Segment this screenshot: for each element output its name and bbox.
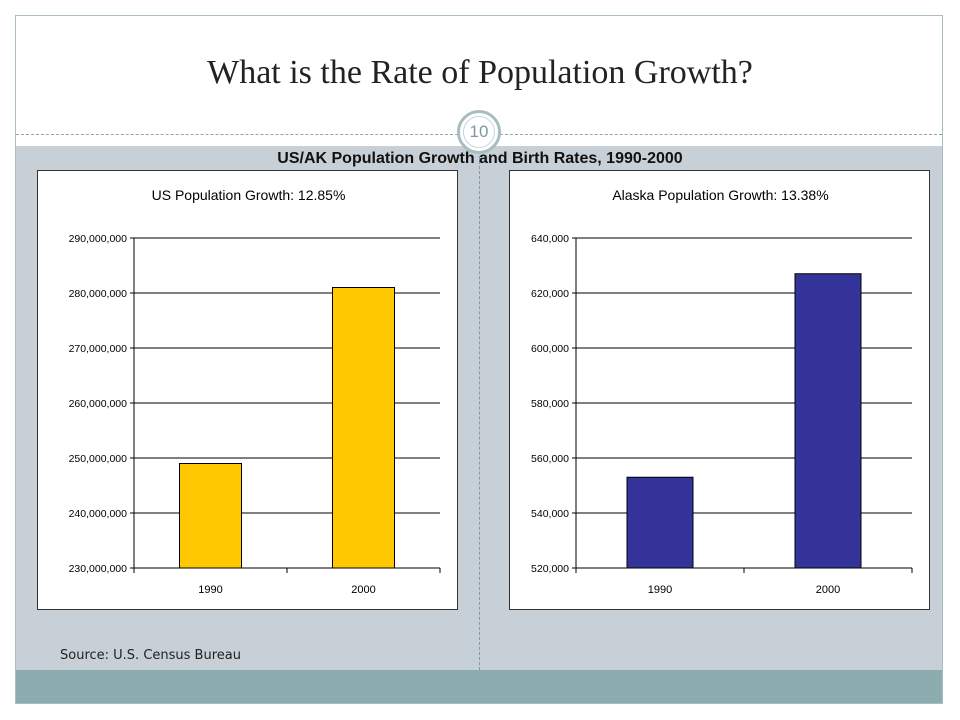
ak-bar-2000 bbox=[794, 273, 862, 569]
ak-ytick-label-1: 540,000 bbox=[531, 508, 569, 520]
ak-ytick-label-2: 560,000 bbox=[531, 453, 569, 465]
us-bar-1990 bbox=[179, 463, 242, 569]
ak-ytick-label-5: 620,000 bbox=[531, 288, 569, 300]
us-ytick-label-2: 250,000,000 bbox=[69, 453, 128, 465]
ak-xtick-label-0: 1990 bbox=[648, 584, 672, 596]
us-bar-2000 bbox=[332, 287, 395, 569]
us-chart-title: US Population Growth: 12.85% bbox=[152, 187, 346, 203]
us-ytick-label-3: 260,000,000 bbox=[69, 398, 128, 410]
source-note: Source: U.S. Census Bureau bbox=[60, 648, 241, 663]
us-svg: US Population Growth: 12.85% 230,000,000 2… bbox=[69, 187, 441, 596]
ak-ytick-label-0: 520,000 bbox=[531, 563, 569, 575]
us-xtick-label-1: 2000 bbox=[351, 584, 375, 596]
ak-chart-title: Alaska Population Growth: 13.38% bbox=[612, 187, 828, 203]
slide-title: What is the Rate of Population Growth? bbox=[207, 54, 753, 91]
ak-bar-1990 bbox=[626, 476, 694, 569]
alaska-population-chart: Alaska Population Growth: 13.38% 520,000 5… bbox=[509, 170, 930, 610]
ak-svg: Alaska Population Growth: 13.38% 520,000 5… bbox=[531, 187, 913, 596]
center-divider bbox=[479, 146, 480, 670]
ak-ytick-label-6: 640,000 bbox=[531, 233, 569, 245]
ak-xtick-label-1: 2000 bbox=[816, 584, 840, 596]
us-population-chart: US Population Growth: 12.85% 230,000,000 2… bbox=[37, 170, 458, 610]
footer-band bbox=[16, 670, 942, 703]
ak-ytick-label-4: 600,000 bbox=[531, 343, 569, 355]
ak-ytick-label-3: 580,000 bbox=[531, 398, 569, 410]
chart-main-title: US/AK Population Growth and Birth Rates,… bbox=[277, 150, 683, 167]
page-number-badge: 10 bbox=[457, 110, 501, 154]
slide-frame bbox=[15, 15, 943, 704]
us-ytick-label-4: 270,000,000 bbox=[69, 343, 128, 355]
us-ytick-label-0: 230,000,000 bbox=[69, 563, 128, 575]
us-ytick-label-6: 290,000,000 bbox=[69, 233, 128, 245]
us-ytick-label-1: 240,000,000 bbox=[69, 508, 128, 520]
us-ytick-label-5: 280,000,000 bbox=[69, 288, 128, 300]
us-xtick-label-0: 1990 bbox=[198, 584, 222, 596]
